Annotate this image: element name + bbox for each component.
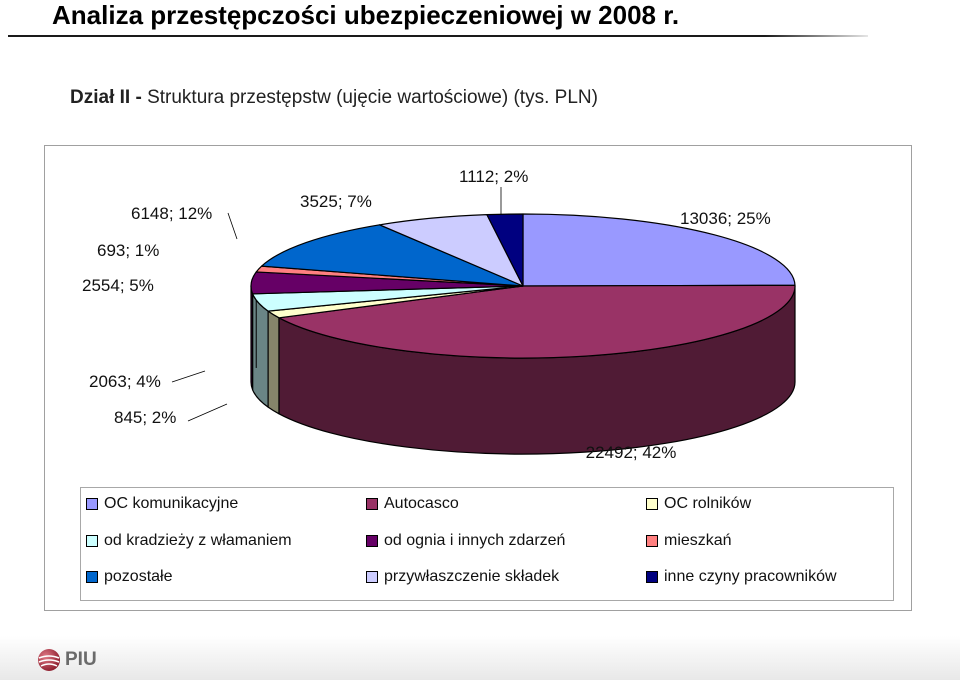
footer-band (0, 636, 960, 680)
legend-label: od ognia i innych zdarzeń (384, 532, 566, 549)
subtitle-section: Dział II - (70, 87, 142, 108)
label-leaders (171, 187, 502, 422)
legend-item-oc-komunikacyjne: OC komunikacyjne (86, 495, 238, 513)
pie-slice-przywlaszczenie-skladek (379, 214, 524, 287)
legend-item-od-kradziezy-z-wlamaniem: od kradzieży z włamaniem (86, 532, 292, 550)
page-title: Analiza przestępczości ubezpieczeniowej … (52, 0, 680, 30)
data-label-mieszkan: 693; 1% (97, 241, 159, 260)
legend-swatch (366, 498, 378, 510)
title-divider (8, 35, 868, 37)
pie-slices (250, 213, 796, 359)
data-label-autocasco: 22492; 42% (586, 443, 677, 462)
pie-slice-inne-czyny-pracownikow (486, 213, 524, 287)
pie-side-oc-rolnikow (267, 310, 280, 415)
legend-item-przywlaszczenie-skladek: przywłaszczenie składek (366, 568, 559, 586)
legend-item-autocasco: Autocasco (366, 495, 459, 513)
data-label-inne-czyny-pracownikow: 1112; 2% (459, 167, 528, 186)
leader-line-pozostale (227, 212, 238, 240)
leader-line-oc-rolnikow (187, 403, 228, 422)
data-label-od-ognia-i-innych-zdarzen: 2554; 5% (82, 276, 154, 295)
legend-label: pozostałe (104, 568, 173, 585)
legend-swatch (646, 498, 658, 510)
subtitle-text: Struktura przestępstw (ujęcie wartościow… (141, 87, 598, 108)
data-label-oc-komunikacyjne: 13036; 25% (680, 209, 771, 228)
legend-swatch (86, 498, 98, 510)
legend-label: Autocasco (384, 495, 459, 512)
legend-item-pozostale: pozostałe (86, 568, 173, 586)
pie-side-od-kradziezy-z-wlamaniem (252, 293, 269, 408)
legend-label: przywłaszczenie składek (384, 568, 560, 585)
legend-swatch (366, 535, 378, 547)
legend-label: OC rolników (664, 495, 752, 512)
legend-label: mieszkań (664, 532, 732, 549)
data-label-oc-rolnikow: 845; 2% (114, 408, 176, 427)
legend-item-od-ognia-i-innych-zdarzen: od ognia i innych zdarzeń (366, 532, 565, 550)
logo-text: PIU (65, 649, 97, 670)
data-label-od-kradziezy-z-wlamaniem: 2063; 4% (89, 372, 161, 391)
piu-logo: PIU (36, 647, 97, 673)
legend-swatch (646, 535, 658, 547)
data-label-przywlaszczenie-skladek: 3525; 7% (300, 192, 372, 211)
legend-label: inne czyny pracowników (664, 568, 837, 585)
legend-item-inne-czyny-pracownikow: inne czyny pracowników (646, 568, 837, 586)
data-labels: 13036; 25% 22492; 42% 845; 2% 2063; 4% 2554;… (82, 167, 771, 462)
chart-subtitle: Dział II - Struktura przestępstw (ujęcie… (70, 87, 598, 109)
legend-item-oc-rolnikow: OC rolników (646, 495, 751, 513)
legend-swatch (86, 535, 98, 547)
pie-chart: 13036; 25% 22492; 42% 845; 2% 2063; 4% 2554;… (82, 167, 796, 462)
piu-globe-icon (38, 649, 60, 671)
pie-slice-pozostale (260, 224, 524, 287)
pie-slice-autocasco (278, 284, 796, 359)
leader-line-od-kradziezy-z-wlamaniem (171, 370, 206, 383)
legend-item-mieszkan: mieszkań (646, 532, 732, 550)
legend-swatch (86, 571, 98, 583)
pie-slice-oc-komunikacyjne (522, 213, 796, 287)
legend-label: od kradzieży z włamaniem (104, 532, 292, 549)
data-label-pozostale: 6148; 12% (131, 204, 212, 223)
legend-label: OC komunikacyjne (104, 495, 239, 512)
legend: OC komunikacyjne Autocasco OC rolników od k… (80, 487, 894, 601)
legend-swatch (366, 571, 378, 583)
legend-swatch (646, 571, 658, 583)
